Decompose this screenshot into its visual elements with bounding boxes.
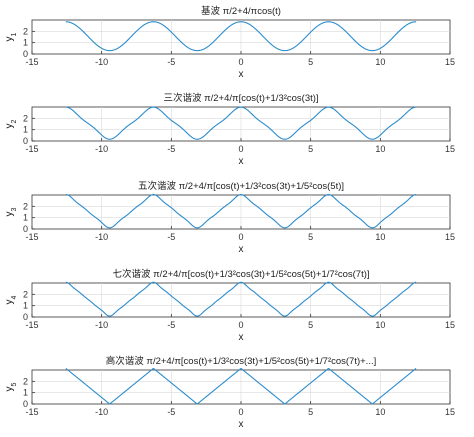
subplot-title-1: 基波 π/2+4/πcos(t) — [201, 5, 281, 17]
series-line-1 — [65, 21, 417, 52]
series-line-2 — [65, 106, 417, 140]
x-tick-label: 0 — [238, 407, 243, 417]
x-tick-label: 0 — [238, 144, 243, 154]
x-tick-label: -5 — [167, 320, 175, 330]
x-tick-label: -10 — [95, 144, 108, 154]
series-line-5 — [65, 367, 417, 405]
x-tick-label: 15 — [445, 232, 455, 242]
x-tick-label: -10 — [95, 320, 108, 330]
x-tick-label: -15 — [25, 232, 38, 242]
series-line-4 — [65, 281, 417, 317]
x-tick-label: -5 — [167, 57, 175, 67]
y-tick-label: 1 — [23, 388, 28, 398]
x-tick-label: 0 — [238, 232, 243, 242]
x-tick-label: 15 — [445, 320, 455, 330]
series-line-3 — [65, 194, 417, 229]
x-tick-label: -15 — [25, 57, 38, 67]
y-tick-label: 1 — [23, 301, 28, 311]
x-tick-label: 10 — [375, 320, 385, 330]
x-tick-label: -5 — [167, 144, 175, 154]
y-axis-label: y3 — [4, 207, 18, 216]
x-tick-label: 10 — [375, 232, 385, 242]
y-tick-label: 0 — [23, 399, 28, 409]
y-tick-label: 2 — [23, 289, 28, 299]
x-tick-label: 10 — [375, 407, 385, 417]
y-axis-label: y4 — [4, 295, 18, 304]
y-tick-label: 1 — [23, 38, 28, 48]
x-tick-label: -5 — [167, 232, 175, 242]
x-tick-label: 15 — [445, 407, 455, 417]
y-tick-label: 2 — [23, 26, 28, 36]
x-tick-label: 0 — [238, 320, 243, 330]
x-tick-label: -10 — [95, 407, 108, 417]
x-tick-label: -15 — [25, 144, 38, 154]
y-tick-label: 0 — [23, 224, 28, 234]
y-tick-label: 2 — [23, 201, 28, 211]
x-tick-label: 5 — [308, 232, 313, 242]
y-tick-label: 1 — [23, 213, 28, 223]
subplot-title-2: 三次谐波 π/2+4/π[cos(t)+1/3²cos(3t)] — [163, 92, 318, 104]
y-tick-label: 0 — [23, 49, 28, 59]
y-tick-label: 0 — [23, 312, 28, 322]
x-tick-label: -10 — [95, 232, 108, 242]
subplot-title-4: 七次谐波 π/2+4/π[cos(t)+1/3²cos(3t)+1/5²cos(… — [112, 268, 369, 280]
x-tick-label: 10 — [375, 144, 385, 154]
x-axis-label: x — [239, 419, 244, 430]
subplot-title-3: 五次谐波 π/2+4/π[cos(t)+1/3²cos(3t)+1/5²cos(… — [138, 180, 344, 192]
y-tick-label: 2 — [23, 376, 28, 386]
x-axis-label: x — [239, 156, 244, 167]
y-tick-label: 1 — [23, 125, 28, 135]
x-tick-label: -10 — [95, 57, 108, 67]
x-tick-label: 0 — [238, 57, 243, 67]
x-tick-label: 10 — [375, 57, 385, 67]
x-axis-label: x — [239, 244, 244, 255]
x-tick-label: 15 — [445, 57, 455, 67]
x-tick-label: 5 — [308, 320, 313, 330]
x-axis-label: x — [239, 332, 244, 343]
y-axis-label: y5 — [4, 382, 18, 391]
y-tick-label: 0 — [23, 136, 28, 146]
x-tick-label: -15 — [25, 407, 38, 417]
x-tick-label: 5 — [308, 407, 313, 417]
subplot-title-5: 高次谐波 π/2+4/π[cos(t)+1/3²cos(3t)+1/5²cos(… — [106, 355, 377, 367]
y-axis-label: y2 — [4, 119, 18, 128]
x-tick-label: -5 — [167, 407, 175, 417]
x-axis-label: x — [239, 69, 244, 80]
y-tick-label: 2 — [23, 113, 28, 123]
x-tick-label: -15 — [25, 320, 38, 330]
x-tick-label: 5 — [308, 57, 313, 67]
x-tick-label: 15 — [445, 144, 455, 154]
x-tick-label: 5 — [308, 144, 313, 154]
y-axis-label: y1 — [4, 32, 18, 41]
